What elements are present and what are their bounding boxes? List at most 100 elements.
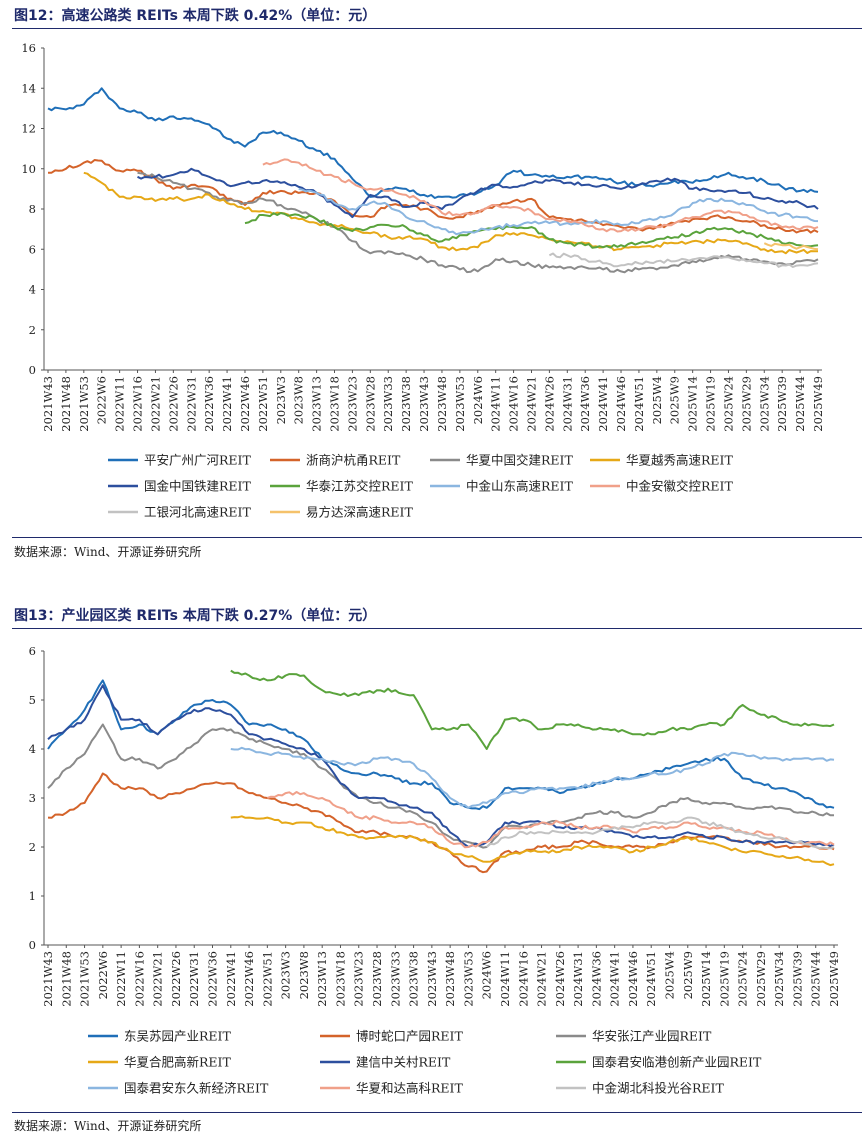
x-tick-label: 2023W33 (381, 376, 395, 432)
series-line (298, 187, 819, 236)
x-tick-label: 2023W13 (310, 376, 324, 432)
figure-12-top-rule (12, 28, 862, 29)
x-tick-label: 2024W41 (596, 376, 610, 432)
x-tick-label: 2023W48 (435, 376, 449, 432)
x-tick-label: 2024W51 (632, 376, 646, 432)
series-line (230, 746, 835, 809)
x-tick-label: 2021W43 (41, 376, 55, 432)
x-tick-label: 2025W24 (736, 951, 750, 1007)
legend-label: 华安张江产业园REIT (592, 1029, 712, 1044)
legend-label: 中金湖北科投光谷REIT (592, 1081, 724, 1096)
x-tick-label: 2025W14 (686, 376, 700, 432)
y-tick-label: 1 (29, 889, 36, 903)
x-tick-label: 2022W11 (113, 376, 127, 432)
legend-label: 国泰君安东久新经济REIT (124, 1081, 269, 1096)
y-tick-label: 6 (29, 242, 36, 256)
x-tick-label: 2023W13 (315, 951, 329, 1007)
x-tick-label: 2021W48 (59, 376, 73, 432)
x-tick-label: 2022W46 (238, 376, 252, 432)
legend-label: 华夏和达高科REIT (356, 1081, 463, 1096)
legend-label: 华夏越秀高速REIT (626, 453, 733, 468)
x-tick-label: 2023W3 (279, 951, 293, 999)
x-tick-label: 2022W16 (131, 376, 145, 432)
x-tick-label: 2025W44 (809, 951, 823, 1007)
legend-label: 博时蛇口产园REIT (356, 1029, 463, 1044)
x-tick-label: 2025W39 (790, 951, 804, 1007)
x-tick-label: 2022W16 (132, 951, 146, 1007)
x-tick-label: 2025W49 (827, 951, 841, 1007)
x-tick-label: 2021W53 (78, 951, 92, 1007)
series-line (486, 816, 835, 850)
x-tick-label: 2024W31 (571, 951, 585, 1007)
legend-label: 华泰江苏交控REIT (306, 479, 413, 494)
y-tick-label: 5 (29, 693, 36, 707)
x-tick-label: 2024W46 (626, 951, 640, 1007)
x-tick-label: 2023W53 (461, 951, 475, 1007)
series-line (548, 252, 819, 268)
figure-12-source: 数据来源：Wind、开源证券研究所 (14, 545, 202, 559)
x-tick-label: 2025W9 (668, 376, 682, 424)
x-tick-label: 2025W29 (754, 951, 768, 1007)
legend-label: 工银河北高速REIT (144, 505, 251, 520)
x-tick-label: 2024W6 (471, 376, 485, 424)
x-tick-label: 2023W38 (399, 376, 413, 432)
x-tick-label: 2023W28 (363, 376, 377, 432)
series-line (266, 791, 835, 849)
series-line (230, 815, 835, 867)
legend-label: 平安广州广河REIT (144, 453, 251, 468)
figure-12-chart: 0 2 4 6 8 10 12 14 16 2021W43 2021W48 2021W53 2022W6… (21, 41, 825, 520)
x-tick-labels: 2021W43 2021W48 2021W53 2022W6 2022W11 2022W1… (41, 370, 825, 432)
x-tick-label: 2023W33 (388, 951, 402, 1007)
legend: 东吴苏园产业REIT 博时蛇口产园REIT 华安张江产业园REIT 华夏合肥高新REI… (88, 1029, 762, 1096)
y-tick-label: 4 (29, 283, 36, 297)
x-tick-label: 2025W34 (772, 951, 786, 1007)
x-tick-labels: 2021W43 2021W48 2021W53 2022W6 2022W11 2022W1… (41, 945, 841, 1007)
y-tick-label: 6 (29, 644, 36, 658)
series-line (763, 242, 819, 251)
x-tick-label: 2023W3 (274, 376, 288, 424)
figure-12-title: 图12：高速公路类 REITs 本周下跌 0.42%（单位：元） (14, 8, 377, 24)
series-line (47, 87, 819, 199)
x-tick-label: 2023W8 (297, 951, 311, 999)
x-tick-label: 2022W6 (95, 376, 109, 424)
y-tick-labels: 0 1 2 3 4 5 6 (29, 644, 44, 952)
y-tick-label: 3 (29, 791, 36, 805)
x-tick-label: 2022W46 (242, 951, 256, 1007)
x-tick-label: 2023W18 (328, 376, 342, 432)
x-tick-label: 2024W16 (516, 951, 530, 1007)
figure-13-title: 图13：产业园区类 REITs 本周下跌 0.27%（单位：元） (14, 608, 377, 624)
x-tick-label: 2023W28 (370, 951, 384, 1007)
x-tick-label: 2022W6 (96, 951, 110, 999)
series-line (47, 684, 835, 848)
x-tick-label: 2024W31 (560, 376, 574, 432)
x-tick-label: 2023W48 (443, 951, 457, 1007)
series-line (262, 158, 819, 233)
x-tick-label: 2025W4 (662, 951, 676, 999)
figure-13-chart: 0 1 2 3 4 5 6 2021W43 2021W48 2021W53 2022W6 2022W1… (29, 644, 841, 1096)
x-tick-label: 2024W46 (614, 376, 628, 432)
series-line (230, 669, 835, 750)
x-tick-label: 2024W11 (489, 376, 503, 432)
x-tick-label: 2022W31 (187, 951, 201, 1007)
x-tick-label: 2022W26 (166, 376, 180, 432)
x-tick-label: 2022W51 (256, 376, 270, 432)
legend-label: 易方达深高速REIT (306, 505, 413, 520)
x-tick-label: 2023W53 (453, 376, 467, 432)
series-line (47, 723, 835, 849)
series-line (244, 212, 819, 249)
x-tick-label: 2022W26 (169, 951, 183, 1007)
legend-label: 国泰君安临港创新产业园REIT (592, 1055, 762, 1070)
x-tick-label: 2023W23 (352, 951, 366, 1007)
x-tick-label: 2022W21 (148, 376, 162, 432)
series-line (137, 167, 819, 219)
x-tick-label: 2022W31 (184, 376, 198, 432)
x-tick-label: 2025W44 (793, 376, 807, 432)
x-tick-label: 2025W19 (704, 376, 718, 432)
x-tick-label: 2024W51 (644, 951, 658, 1007)
x-tick-label: 2024W21 (535, 951, 549, 1007)
legend-label: 浙商沪杭甬REIT (306, 453, 401, 468)
x-tick-label: 2024W6 (480, 951, 494, 999)
x-tick-label: 2023W23 (345, 376, 359, 432)
legend-label: 华夏中国交建REIT (466, 453, 573, 468)
legend-label: 中金安徽交控REIT (626, 479, 733, 494)
